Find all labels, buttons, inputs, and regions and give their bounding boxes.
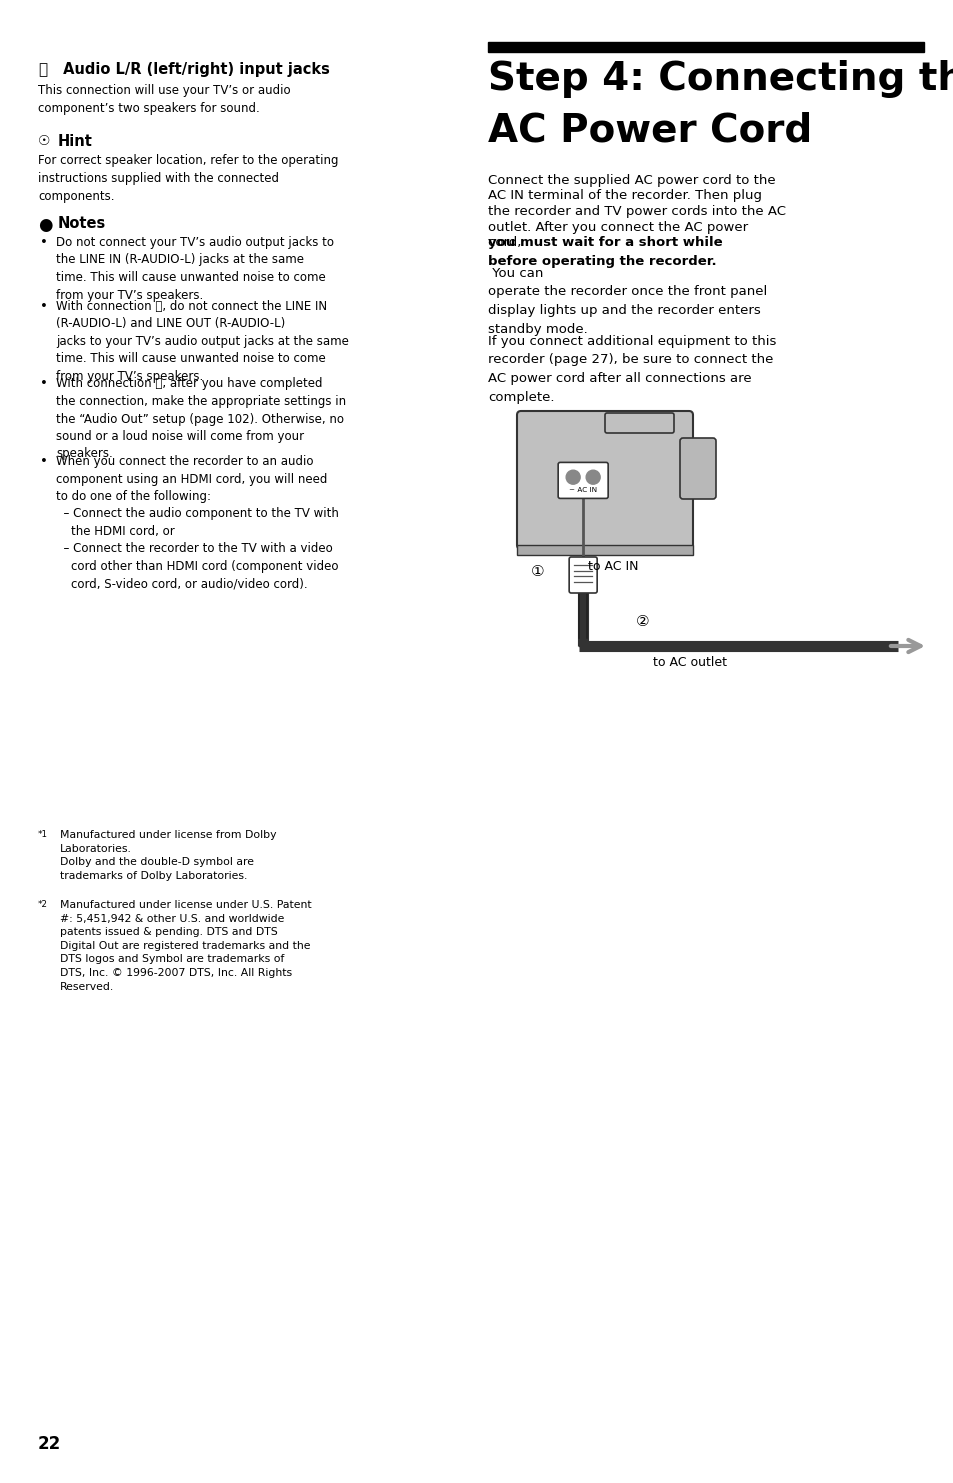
Text: cord,: cord,: [488, 236, 525, 249]
Text: •: •: [40, 236, 48, 249]
Bar: [488, 42, 923, 52]
Text: ●: ●: [38, 217, 52, 234]
Text: Hint: Hint: [58, 133, 92, 148]
Text: •: •: [40, 455, 48, 469]
Text: *2: *2: [38, 900, 48, 909]
FancyBboxPatch shape: [569, 558, 597, 593]
Text: You can
operate the recorder once the front panel
display lights up and the reco: You can operate the recorder once the fr…: [488, 267, 766, 335]
Text: *1: *1: [38, 830, 48, 839]
Text: This connection will use your TV’s or audio
component’s two speakers for sound.: This connection will use your TV’s or au…: [38, 85, 291, 116]
FancyBboxPatch shape: [558, 463, 607, 498]
Text: 22: 22: [38, 1436, 61, 1453]
Text: With connection Ⓑ, do not connect the LINE IN
(R-AUDIO-L) and LINE OUT (R-AUDIO-: With connection Ⓑ, do not connect the LI…: [56, 300, 349, 383]
Text: •: •: [40, 300, 48, 313]
Circle shape: [565, 470, 579, 485]
Text: Audio L/R (left/right) input jacks: Audio L/R (left/right) input jacks: [58, 62, 330, 77]
Text: to AC outlet: to AC outlet: [653, 655, 726, 669]
Text: AC Power Cord: AC Power Cord: [488, 113, 811, 150]
Text: ~ AC IN: ~ AC IN: [569, 488, 597, 494]
Circle shape: [585, 470, 599, 485]
Text: •: •: [40, 378, 48, 390]
Text: you must wait for a short while
before operating the recorder.: you must wait for a short while before o…: [488, 236, 721, 267]
FancyBboxPatch shape: [679, 437, 716, 498]
Text: Ⓑ: Ⓑ: [38, 62, 47, 77]
Text: to AC IN: to AC IN: [588, 561, 638, 574]
Text: Step 4: Connecting the: Step 4: Connecting the: [488, 59, 953, 98]
Text: ②: ②: [636, 614, 649, 629]
Text: Do not connect your TV’s audio output jacks to
the LINE IN (R-AUDIO-L) jacks at : Do not connect your TV’s audio output ja…: [56, 236, 334, 301]
FancyBboxPatch shape: [604, 412, 673, 433]
Text: Manufactured under license under U.S. Patent
#: 5,451,942 & other U.S. and world: Manufactured under license under U.S. Pa…: [60, 900, 312, 992]
Text: For correct speaker location, refer to the operating
instructions supplied with : For correct speaker location, refer to t…: [38, 154, 338, 203]
Text: When you connect the recorder to an audio
component using an HDMI cord, you will: When you connect the recorder to an audi…: [56, 455, 338, 590]
FancyBboxPatch shape: [517, 411, 692, 549]
Bar: [517, 544, 692, 555]
Text: Manufactured under license from Dolby
Laboratories.
Dolby and the double-D symbo: Manufactured under license from Dolby La…: [60, 830, 276, 881]
Text: Notes: Notes: [58, 217, 106, 231]
Text: If you connect additional equipment to this
recorder (page 27), be sure to conne: If you connect additional equipment to t…: [488, 335, 776, 403]
Text: outlet. After you connect the AC power: outlet. After you connect the AC power: [488, 221, 747, 233]
Text: ①: ①: [531, 565, 544, 580]
Text: Connect the supplied AC power cord to the: Connect the supplied AC power cord to th…: [488, 174, 775, 187]
Text: the recorder and TV power cords into the AC: the recorder and TV power cords into the…: [488, 205, 785, 218]
Text: With connection Ⓐ, after you have completed
the connection, make the appropriate: With connection Ⓐ, after you have comple…: [56, 378, 346, 461]
Text: ☉: ☉: [38, 133, 51, 148]
Text: AC IN terminal of the recorder. Then plug: AC IN terminal of the recorder. Then plu…: [488, 190, 761, 203]
